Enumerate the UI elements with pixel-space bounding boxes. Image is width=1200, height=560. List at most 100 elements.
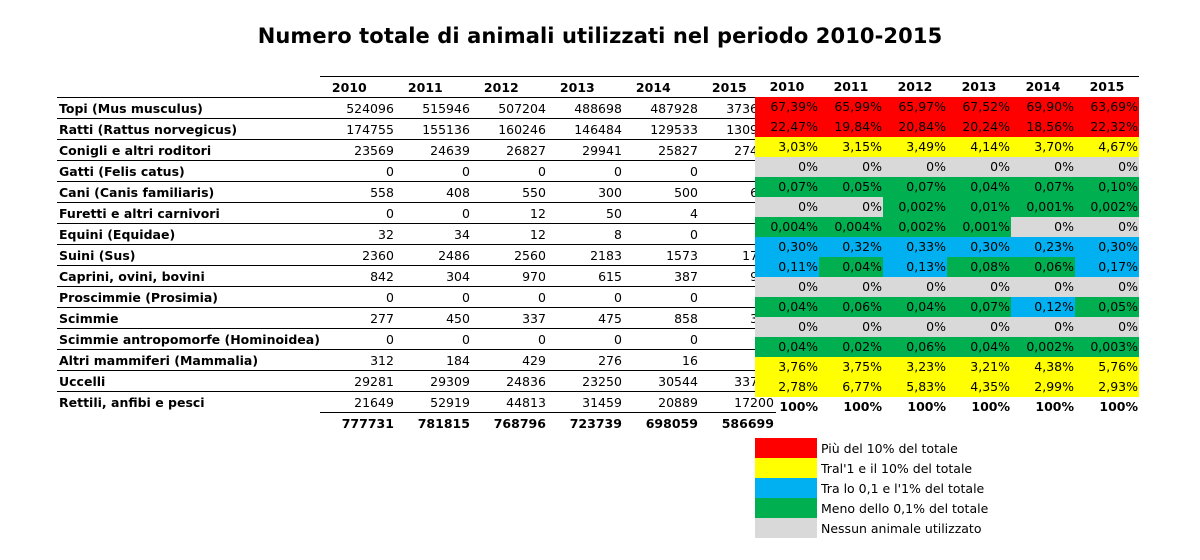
pct-cell: 3,75% xyxy=(819,356,883,377)
pct-cell: 0,23% xyxy=(1011,236,1075,257)
pct-cell: 0% xyxy=(819,196,883,217)
count-cell: 550 xyxy=(471,181,548,203)
pct-cell: 2,78% xyxy=(755,376,819,397)
pct-year-header: 2014 xyxy=(1011,76,1075,97)
table-row: Uccelli292812930924836232503054433770 xyxy=(57,370,776,392)
header-blank xyxy=(57,76,320,98)
count-cell: 970 xyxy=(471,265,548,287)
count-cell: 8 xyxy=(547,223,624,245)
pct-cell: 0,001% xyxy=(1011,196,1075,217)
legend-item: Meno dello 0,1% del totale xyxy=(755,498,988,518)
count-cell: 174755 xyxy=(319,118,396,140)
pct-cell: 65,99% xyxy=(819,96,883,117)
count-cell: 304 xyxy=(395,265,472,287)
pct-cell: 0,002% xyxy=(883,216,947,237)
pct-cell: 0,11% xyxy=(755,256,819,277)
pct-header-row: 2010 2011 2012 2013 2014 2015 xyxy=(755,76,1139,97)
pct-row: 2,78% 6,77% 5,83% 4,35% 2,99% 2,93% xyxy=(755,376,1139,397)
table-row: Ratti (Rattus norvegicus) 174755 155136 160… xyxy=(57,118,776,140)
row-label: Caprini, ovini, bovini xyxy=(57,265,320,287)
pct-cell: 0,07% xyxy=(947,296,1011,317)
pct-cell: 18,56% xyxy=(1011,116,1075,137)
year-header: 2013 xyxy=(547,76,624,98)
pct-cell: 65,97% xyxy=(883,96,947,117)
chart-title: Numero totale di animali utilizzati nel … xyxy=(257,24,943,48)
count-cell: 4 xyxy=(623,202,700,224)
table-row: Proscimmie (Prosimia)000000 xyxy=(57,286,776,308)
table-row: Equini (Equidae)323412800 xyxy=(57,223,776,245)
count-cell: 524096 xyxy=(319,97,396,119)
count-cell: 615 xyxy=(547,265,624,287)
count-cell: 0 xyxy=(395,286,472,308)
row-label: Ratti (Rattus norvegicus) xyxy=(57,118,320,140)
row-label: Conigli e altri roditori xyxy=(57,139,320,161)
pct-row: 0,07% 0,05% 0,07% 0,04% 0,07% 0,10% xyxy=(755,176,1139,197)
count-cell: 16 xyxy=(623,349,700,371)
pct-cell: 3,21% xyxy=(947,356,1011,377)
pct-cell: 0% xyxy=(819,276,883,297)
count-cell: 1573 xyxy=(623,244,700,266)
pct-cell: 0% xyxy=(883,156,947,177)
counts-table: 2010 2011 2012 2013 2014 2015 Topi (Mus muscul… xyxy=(57,76,776,433)
pct-cell: 4,14% xyxy=(947,136,1011,157)
legend-item: Tral'1 e il 10% del totale xyxy=(755,458,988,478)
count-cell: 23569 xyxy=(319,139,396,161)
legend-label: Meno dello 0,1% del totale xyxy=(821,500,989,516)
pct-cell: 0% xyxy=(1011,316,1075,337)
count-cell: 44813 xyxy=(471,391,548,413)
count-cell: 146484 xyxy=(547,118,624,140)
pct-row: 0,04% 0,02% 0,06% 0,04% 0,002% 0,003% xyxy=(755,336,1139,357)
pct-cell: 0,30% xyxy=(947,236,1011,257)
pct-cell: 0,01% xyxy=(947,196,1011,217)
count-cell: 300 xyxy=(547,181,624,203)
count-cell: 32 xyxy=(319,223,396,245)
total-cell: 781815 xyxy=(417,415,470,431)
pct-row: 0% 0% 0% 0% 0% 0% xyxy=(755,316,1139,337)
pct-cell: 63,69% xyxy=(1075,96,1139,117)
pct-row: 67,39% 65,99% 65,97% 67,52% 69,90% 63,69% xyxy=(755,96,1139,117)
pct-cell: 19,84% xyxy=(819,116,883,137)
row-label: Topi (Mus musculus) xyxy=(57,97,320,119)
pct-cell: 0% xyxy=(755,316,819,337)
header-row: 2010 2011 2012 2013 2014 2015 xyxy=(57,76,776,98)
count-cell: 408 xyxy=(395,181,472,203)
count-cell: 23250 xyxy=(547,370,624,392)
pct-cell: 0,17% xyxy=(1075,256,1139,277)
count-cell: 0 xyxy=(395,160,472,182)
pct-cell: 0% xyxy=(1011,276,1075,297)
pct-cell: 0,004% xyxy=(755,216,819,237)
table-row: Gatti (Felis catus)000000 xyxy=(57,160,776,182)
year-header: 2014 xyxy=(623,76,700,98)
pct-cell: 0,001% xyxy=(947,216,1011,237)
pct-cell: 69,90% xyxy=(1011,96,1075,117)
pct-cell: 0,04% xyxy=(755,336,819,357)
pct-row: 0,30% 0,32% 0,33% 0,30% 0,23% 0,30% xyxy=(755,236,1139,257)
pct-total-cell: 100% xyxy=(1099,399,1138,414)
year-header: 2011 xyxy=(395,76,472,98)
total-cell: 723739 xyxy=(569,415,622,431)
pct-total-cell: 100% xyxy=(971,399,1010,414)
count-cell: 487928 xyxy=(623,97,700,119)
count-cell: 475 xyxy=(547,307,624,329)
pct-cell: 0,02% xyxy=(819,336,883,357)
pct-cell: 3,76% xyxy=(755,356,819,377)
legend-label: Tra lo 0,1 e l'1% del totale xyxy=(821,480,985,496)
count-cell: 184 xyxy=(395,349,472,371)
count-cell: 160246 xyxy=(471,118,548,140)
pct-row: 0,004% 0,004% 0,002% 0,001% 0% 0% xyxy=(755,216,1139,237)
total-cell: 698059 xyxy=(645,415,698,431)
count-cell: 842 xyxy=(319,265,396,287)
pct-cell: 22,47% xyxy=(755,116,819,137)
count-cell: 0 xyxy=(319,202,396,224)
pct-cell: 67,39% xyxy=(755,96,819,117)
pct-cell: 0,002% xyxy=(883,196,947,217)
count-cell: 52919 xyxy=(395,391,472,413)
pct-cell: 0% xyxy=(1011,156,1075,177)
year-header: 2010 xyxy=(319,76,396,98)
legend-item: Più del 10% del totale xyxy=(755,438,988,458)
total-cell: 768796 xyxy=(493,415,546,431)
row-label: Gatti (Felis catus) xyxy=(57,160,320,182)
row-label: Cani (Canis familiaris) xyxy=(57,181,320,203)
totals-blank xyxy=(57,413,320,434)
count-cell: 12 xyxy=(471,202,548,224)
